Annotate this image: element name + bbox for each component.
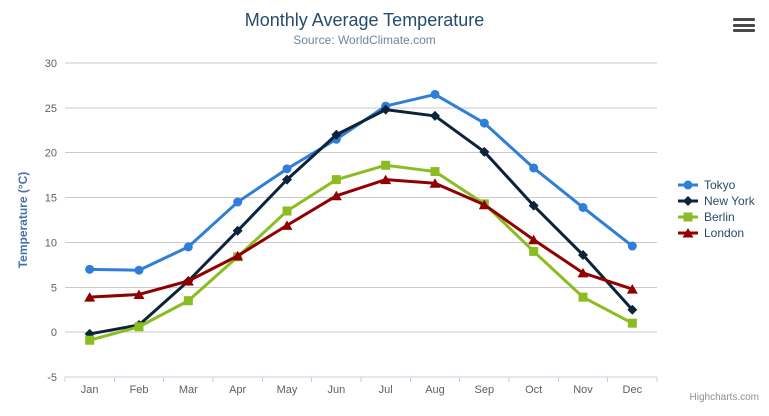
chart-title: Monthly Average Temperature — [244, 10, 485, 30]
data-point-london[interactable] — [626, 284, 638, 294]
x-axis-tick-label: Oct — [525, 384, 542, 396]
data-point-new-york[interactable] — [627, 304, 638, 315]
data-point-new-york[interactable] — [282, 174, 292, 185]
data-point-london[interactable] — [133, 289, 145, 299]
data-point-berlin[interactable] — [627, 318, 637, 328]
legend-square-icon — [678, 212, 698, 222]
data-point-berlin[interactable] — [183, 296, 193, 306]
data-point-tokyo[interactable] — [430, 89, 440, 99]
circle-marker-icon — [683, 180, 693, 190]
y-axis-tick-label: 10 — [45, 237, 57, 249]
data-point-berlin[interactable] — [381, 160, 391, 170]
y-axis-tick-label: 25 — [45, 103, 57, 115]
data-point-new-york[interactable] — [528, 200, 539, 211]
legend-diamond-icon — [678, 196, 698, 206]
x-axis-tick-label: Aug — [425, 384, 445, 396]
legend: Tokyo New York Berlin London — [677, 177, 755, 241]
data-point-london[interactable] — [380, 174, 392, 185]
triangle-marker-icon — [682, 228, 694, 238]
x-axis-tick-label: Apr — [229, 384, 246, 396]
data-point-london[interactable] — [182, 276, 194, 286]
legend-label: Tokyo — [704, 178, 736, 192]
data-point-new-york[interactable] — [578, 249, 588, 260]
x-axis-tick-label: May — [277, 384, 298, 396]
x-axis-tick-label: Sep — [475, 384, 495, 396]
legend-item-berlin[interactable]: Berlin — [677, 209, 755, 225]
x-axis-tick-label: Jan — [81, 384, 99, 396]
data-point-london[interactable] — [577, 267, 589, 278]
x-axis-tick-label: Feb — [130, 384, 149, 396]
y-axis-title: Temperature (°C) — [16, 172, 30, 269]
data-point-berlin[interactable] — [282, 206, 292, 216]
x-axis-tick-label: Dec — [623, 384, 643, 396]
legend-label: London — [704, 226, 745, 240]
y-axis-tick-label: 20 — [45, 148, 57, 160]
square-marker-icon — [683, 212, 693, 222]
legend-item-tokyo[interactable]: Tokyo — [677, 177, 755, 193]
data-point-new-york[interactable] — [232, 225, 243, 236]
data-point-tokyo[interactable] — [479, 118, 489, 128]
export-menu-button[interactable] — [733, 18, 757, 34]
y-axis-tick-label: 30 — [45, 58, 57, 70]
x-axis-tick-label: Jul — [379, 384, 393, 396]
chart-titles: Monthly Average Temperature Source: Worl… — [0, 10, 729, 47]
data-point-berlin[interactable] — [578, 292, 588, 302]
data-point-london[interactable] — [281, 220, 293, 230]
legend-item-new-york[interactable]: New York — [677, 193, 755, 209]
legend-item-london[interactable]: London — [677, 225, 755, 241]
data-point-tokyo[interactable] — [85, 264, 95, 274]
data-point-tokyo[interactable] — [529, 163, 539, 173]
diamond-marker-icon — [683, 196, 693, 206]
legend-label: Berlin — [704, 210, 735, 224]
hamburger-icon — [733, 29, 755, 32]
data-point-berlin[interactable] — [134, 322, 144, 332]
y-axis-tick-label: 0 — [51, 327, 57, 339]
series-line-london[interactable] — [88, 178, 634, 299]
series-line-new-york[interactable] — [88, 108, 634, 336]
chart-subtitle: Source: WorldClimate.com — [293, 33, 436, 47]
y-axis-tick-label: -5 — [47, 372, 57, 384]
data-point-tokyo[interactable] — [183, 242, 193, 252]
hamburger-icon — [733, 18, 755, 21]
data-point-tokyo[interactable] — [578, 202, 588, 212]
data-point-london[interactable] — [429, 178, 441, 188]
data-point-berlin[interactable] — [85, 335, 95, 345]
legend-label: New York — [704, 194, 755, 208]
data-point-london[interactable] — [528, 234, 540, 245]
y-axis-tick-label: 5 — [51, 282, 57, 294]
data-point-london[interactable] — [478, 199, 490, 210]
legend-triangle-icon — [678, 228, 698, 238]
legend-circle-icon — [678, 180, 698, 190]
data-point-new-york[interactable] — [380, 104, 391, 115]
data-point-london[interactable] — [330, 190, 342, 201]
data-point-tokyo[interactable] — [282, 164, 292, 174]
hamburger-icon — [733, 23, 755, 27]
data-point-new-york[interactable] — [479, 146, 490, 157]
data-point-tokyo[interactable] — [233, 197, 243, 207]
data-point-berlin[interactable] — [331, 175, 341, 185]
data-point-tokyo[interactable] — [134, 265, 144, 275]
x-axis-tick-label: Jun — [327, 384, 345, 396]
data-point-tokyo[interactable] — [627, 241, 637, 251]
data-point-new-york[interactable] — [331, 129, 342, 140]
data-point-new-york[interactable] — [430, 110, 440, 121]
data-point-london[interactable] — [232, 250, 244, 261]
x-axis-tick-label: Mar — [179, 384, 198, 396]
credits-link[interactable]: Highcharts.com — [689, 392, 759, 403]
data-point-london[interactable] — [84, 292, 96, 302]
y-axis-tick-label: 15 — [45, 193, 57, 205]
data-point-berlin[interactable] — [529, 246, 539, 256]
series-line-berlin[interactable] — [88, 163, 634, 342]
x-axis-tick-label: Nov — [573, 384, 593, 396]
data-point-berlin[interactable] — [430, 167, 440, 177]
